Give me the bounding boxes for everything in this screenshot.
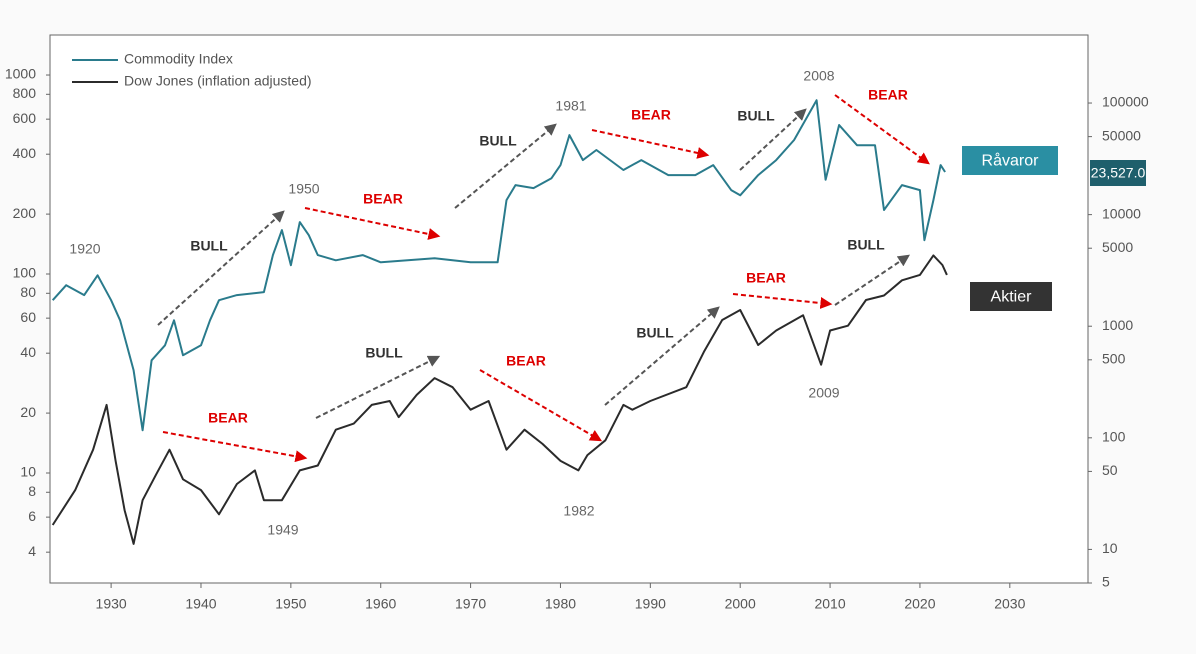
annotation: BEAR (631, 107, 671, 123)
y-tick-label: 80 (20, 284, 36, 300)
y-tick-label: 400 (13, 145, 37, 161)
y2-tick-label: 1000 (1102, 317, 1133, 333)
trend-arrow (739, 108, 807, 171)
annotation: 1920 (69, 241, 100, 257)
y2-tick-label: 10 (1102, 540, 1118, 556)
annotation: BEAR (746, 270, 786, 286)
y-tick-label: 8 (28, 483, 36, 499)
y2-tick-label: 100 (1102, 429, 1126, 445)
y-tick-label: 1000 (5, 66, 36, 82)
trend-arrow (834, 254, 910, 306)
last-value-label: 23,527.0 (1091, 165, 1146, 181)
x-tick-label: 1930 (96, 596, 127, 612)
series-tag: Aktier (991, 289, 1033, 306)
y-tick-label: 20 (20, 404, 36, 420)
y-tick-label: 6 (28, 508, 36, 524)
annotation: 1981 (555, 98, 586, 114)
series-line (51, 99, 946, 432)
trend-arrow (732, 293, 833, 309)
annotation: BEAR (208, 410, 248, 426)
series-tag-box (962, 146, 1058, 175)
y2-tick-label: 100000 (1102, 94, 1149, 110)
annotation: BEAR (506, 353, 546, 369)
x-tick-label: 1950 (275, 596, 306, 612)
x-tick-label: 1980 (545, 596, 576, 612)
annotation: BEAR (868, 87, 908, 103)
x-tick-label: 2010 (814, 596, 845, 612)
trend-arrow (157, 210, 285, 326)
y2-tick-label: 500 (1102, 351, 1126, 367)
annotation: BULL (737, 108, 775, 124)
trend-arrow (162, 431, 308, 463)
trend-arrow (304, 207, 441, 240)
y-tick-label: 100 (13, 265, 37, 281)
y-tick-label: 4 (28, 543, 36, 559)
annotation: BULL (847, 237, 885, 253)
trend-arrow (454, 123, 557, 209)
trend-arrow (479, 369, 603, 442)
y2-tick-label: 5 (1102, 574, 1110, 590)
plot-area (49, 34, 1089, 584)
y2-tick-label: 50000 (1102, 127, 1141, 143)
x-tick-label: 1970 (455, 596, 486, 612)
y2-tick-label: 5000 (1102, 239, 1133, 255)
annotation: BULL (190, 238, 228, 254)
legend-label: Commodity Index (124, 51, 233, 67)
x-tick-label: 2000 (725, 596, 756, 612)
y-tick-label: 800 (13, 85, 37, 101)
annotation: 2009 (808, 385, 839, 401)
trend-arrow (604, 306, 720, 406)
x-tick-label: 2020 (904, 596, 935, 612)
x-tick-label: 1960 (365, 596, 396, 612)
trend-arrow (591, 129, 710, 159)
y-tick-label: 600 (13, 110, 37, 126)
series-line (51, 254, 948, 545)
y-tick-label: 200 (13, 205, 37, 221)
annotation: BULL (636, 325, 674, 341)
last-value-box (1090, 160, 1146, 186)
annotation: BULL (479, 133, 517, 149)
series-tag-box (970, 282, 1052, 311)
legend-label: Dow Jones (inflation adjusted) (124, 73, 312, 89)
x-tick-label: 1940 (185, 596, 216, 612)
x-tick-label: 1990 (635, 596, 666, 612)
y2-tick-label: 50 (1102, 462, 1118, 478)
series-tag: Råvaror (982, 152, 1040, 170)
annotation: BULL (365, 345, 403, 361)
x-tick-label: 2030 (994, 596, 1025, 612)
annotation: 1982 (563, 503, 594, 519)
trend-arrow (315, 355, 441, 419)
y-tick-label: 40 (20, 344, 36, 360)
y-tick-label: 60 (20, 309, 36, 325)
y-tick-label: 10 (20, 464, 36, 480)
annotation: 2008 (803, 68, 834, 84)
annotation: BEAR (363, 191, 403, 207)
annotation: 1949 (267, 522, 298, 538)
annotation: 1950 (288, 181, 319, 197)
trend-arrow (834, 94, 930, 165)
y2-tick-label: 10000 (1102, 205, 1141, 221)
